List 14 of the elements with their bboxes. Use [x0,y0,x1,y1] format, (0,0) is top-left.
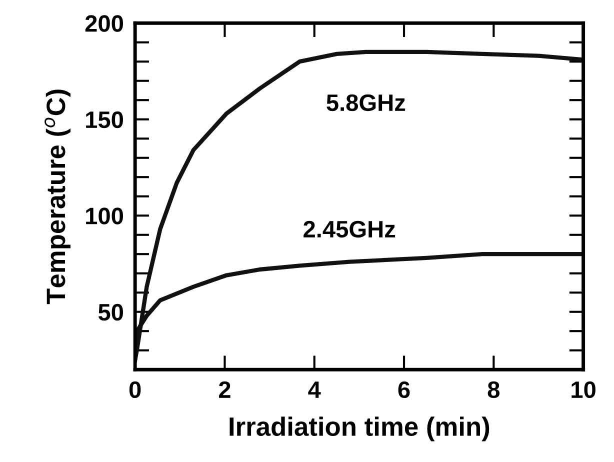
series-label: 5.8GHz [326,94,406,112]
x-tick-label: 8 [488,381,500,398]
x-tick-label: 4 [308,382,321,398]
series-label: 2.45GHz [304,220,396,238]
y-tick-label: 200 [85,15,124,32]
y-tick-label: 150 [86,111,124,128]
y-tick-label: 50 [98,304,124,321]
y-axis-title: Temperature ($^{o}$C) [44,90,70,304]
x-tick-label: 2 [218,381,230,398]
x-tick-label: 10 [572,381,596,398]
x-axis-title: Irradiation time (min) [230,416,490,442]
y-tick-label: 100 [86,208,124,224]
x-tick-label: 0 [129,381,141,398]
x-tick-label: 6 [398,381,410,398]
